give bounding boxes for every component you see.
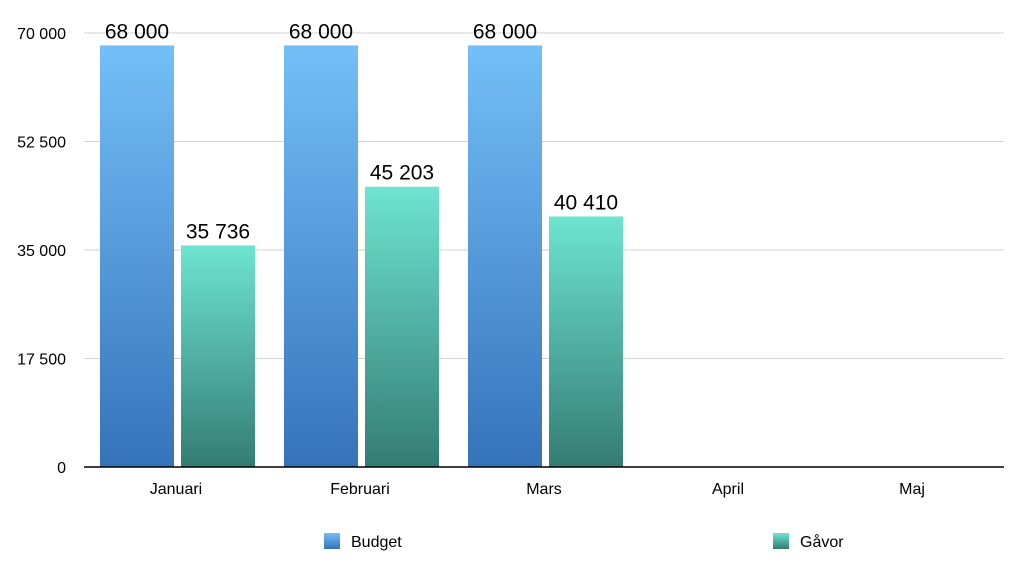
x-category-label: Mars [526,481,562,498]
bar-budget-februari [284,45,358,468]
y-tick-label: 70 000 [17,26,66,43]
bar-budget-mars [468,45,542,468]
y-tick-label: 17 500 [17,352,66,369]
bar-gåvor-mars [549,216,623,467]
y-tick-label: 52 500 [17,135,66,152]
x-category-label: Maj [899,481,925,498]
x-category-label: Februari [330,481,390,498]
legend-swatch [773,533,789,549]
data-label: 45 203 [370,162,434,185]
legend-swatch [324,533,340,549]
data-label: 68 000 [105,20,169,43]
legend-label: Budget [351,534,402,551]
bar-gåvor-januari [181,245,255,467]
data-labels: 68 000 35 736 68 000 45 203 68 000 40 410 [105,20,618,243]
data-label: 68 000 [289,20,353,43]
y-tick-label: 0 [57,460,66,477]
y-tick-label: 35 000 [17,243,66,260]
x-category-label: Januari [150,481,202,498]
bar-gåvor-februari [365,186,439,467]
bar-budget-januari [100,45,174,468]
x-category-label: April [712,481,744,498]
data-label: 35 736 [186,220,250,243]
x-axis-categories: Januari Februari Mars April Maj [150,481,925,498]
legend: Budget Gåvor [324,533,844,551]
data-label: 68 000 [473,20,537,43]
data-label: 40 410 [554,191,618,214]
bars [100,45,623,468]
y-axis-ticks: 0 17 500 35 000 52 500 70 000 [17,26,66,477]
legend-label: Gåvor [800,533,844,551]
